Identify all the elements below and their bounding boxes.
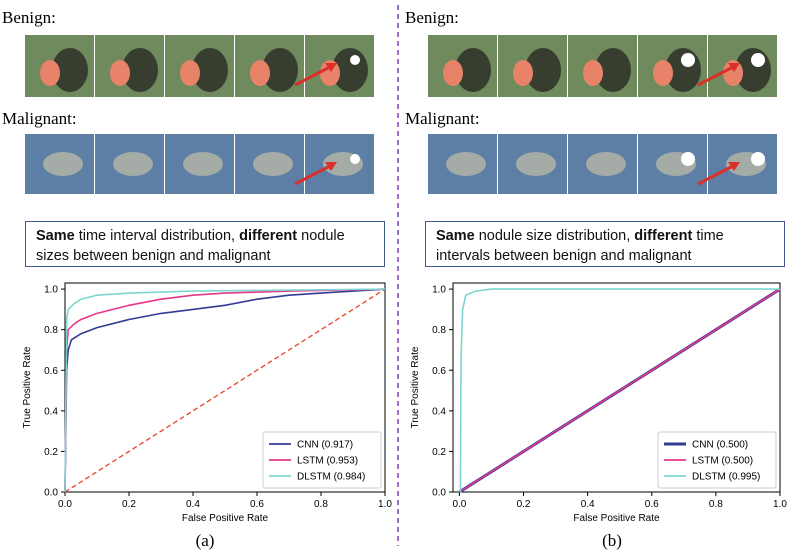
x-tick-label: 0.0 <box>58 499 72 510</box>
benign-label: Benign: <box>405 8 459 27</box>
image-blob <box>250 60 270 86</box>
y-axis-label: True Positive Rate <box>22 346 33 428</box>
y-tick-label: 0.6 <box>432 366 446 377</box>
y-tick-label: 0.0 <box>44 488 58 499</box>
description-text: time interval distribution, <box>75 228 239 244</box>
malignant-label: Malignant: <box>405 109 480 128</box>
y-tick-label: 0.2 <box>432 447 446 458</box>
x-tick-label: 0.6 <box>645 499 659 510</box>
image-blob <box>180 60 200 86</box>
description-text: nodule size distribution, <box>475 228 635 244</box>
image-spot <box>681 53 695 67</box>
x-tick-label: 0.8 <box>709 499 723 510</box>
benign-label: Benign: <box>2 8 56 27</box>
image-blob <box>446 152 486 176</box>
x-tick-label: 0.6 <box>250 499 264 510</box>
caption: (a) <box>196 531 215 550</box>
legend-label: CNN (0.500) <box>692 440 748 451</box>
image-blob <box>110 60 130 86</box>
legend-label: DLSTM (0.984) <box>297 472 365 483</box>
x-tick-label: 0.4 <box>186 499 200 510</box>
image-spot <box>350 55 360 65</box>
caption: (b) <box>602 531 622 550</box>
x-tick-label: 0.0 <box>452 499 466 510</box>
legend-label: LSTM (0.500) <box>692 456 753 467</box>
image-blob <box>40 60 60 86</box>
image-blob <box>653 60 673 86</box>
page: Benign: Malignant: (a) Benign: Malignant: (b)… <box>0 0 790 551</box>
image-blob <box>513 60 533 86</box>
image-blob <box>586 152 626 176</box>
description-box: Same nodule size distribution, different… <box>425 221 785 267</box>
x-tick-label: 1.0 <box>378 499 392 510</box>
image-blob <box>443 60 463 86</box>
x-axis-label: False Positive Rate <box>573 513 660 524</box>
figure: Benign: Malignant: (a) Benign: Malignant: (b)… <box>0 0 790 551</box>
image-spot <box>350 154 360 164</box>
y-axis-label: True Positive Rate <box>410 346 421 428</box>
x-tick-label: 0.8 <box>314 499 328 510</box>
legend-label: CNN (0.917) <box>297 440 353 451</box>
x-tick-label: 0.2 <box>517 499 531 510</box>
image-spot <box>751 53 765 67</box>
description-box: Same time interval distribution, differe… <box>25 221 385 267</box>
x-axis-label: False Positive Rate <box>182 513 269 524</box>
y-tick-label: 0.0 <box>432 488 446 499</box>
description-text: different <box>239 228 297 244</box>
image-blob <box>113 152 153 176</box>
legend-label: DLSTM (0.995) <box>692 472 760 483</box>
y-tick-label: 0.8 <box>44 325 58 336</box>
y-tick-label: 1.0 <box>44 285 58 296</box>
description-text: Same <box>436 228 475 244</box>
y-tick-label: 0.8 <box>432 325 446 336</box>
image-blob <box>253 152 293 176</box>
x-tick-label: 0.4 <box>581 499 595 510</box>
image-spot <box>681 152 695 166</box>
x-tick-label: 1.0 <box>773 499 787 510</box>
y-tick-label: 0.2 <box>44 447 58 458</box>
x-tick-label: 0.2 <box>122 499 136 510</box>
description-text: Same <box>36 228 75 244</box>
y-tick-label: 0.4 <box>44 406 58 417</box>
description-text: different <box>634 228 692 244</box>
image-blob <box>43 152 83 176</box>
image-blob <box>583 60 603 86</box>
y-tick-label: 1.0 <box>432 285 446 296</box>
image-blob <box>516 152 556 176</box>
malignant-label: Malignant: <box>2 109 77 128</box>
y-tick-label: 0.6 <box>44 366 58 377</box>
legend-label: LSTM (0.953) <box>297 456 358 467</box>
y-tick-label: 0.4 <box>432 406 446 417</box>
image-spot <box>751 152 765 166</box>
image-blob <box>183 152 223 176</box>
